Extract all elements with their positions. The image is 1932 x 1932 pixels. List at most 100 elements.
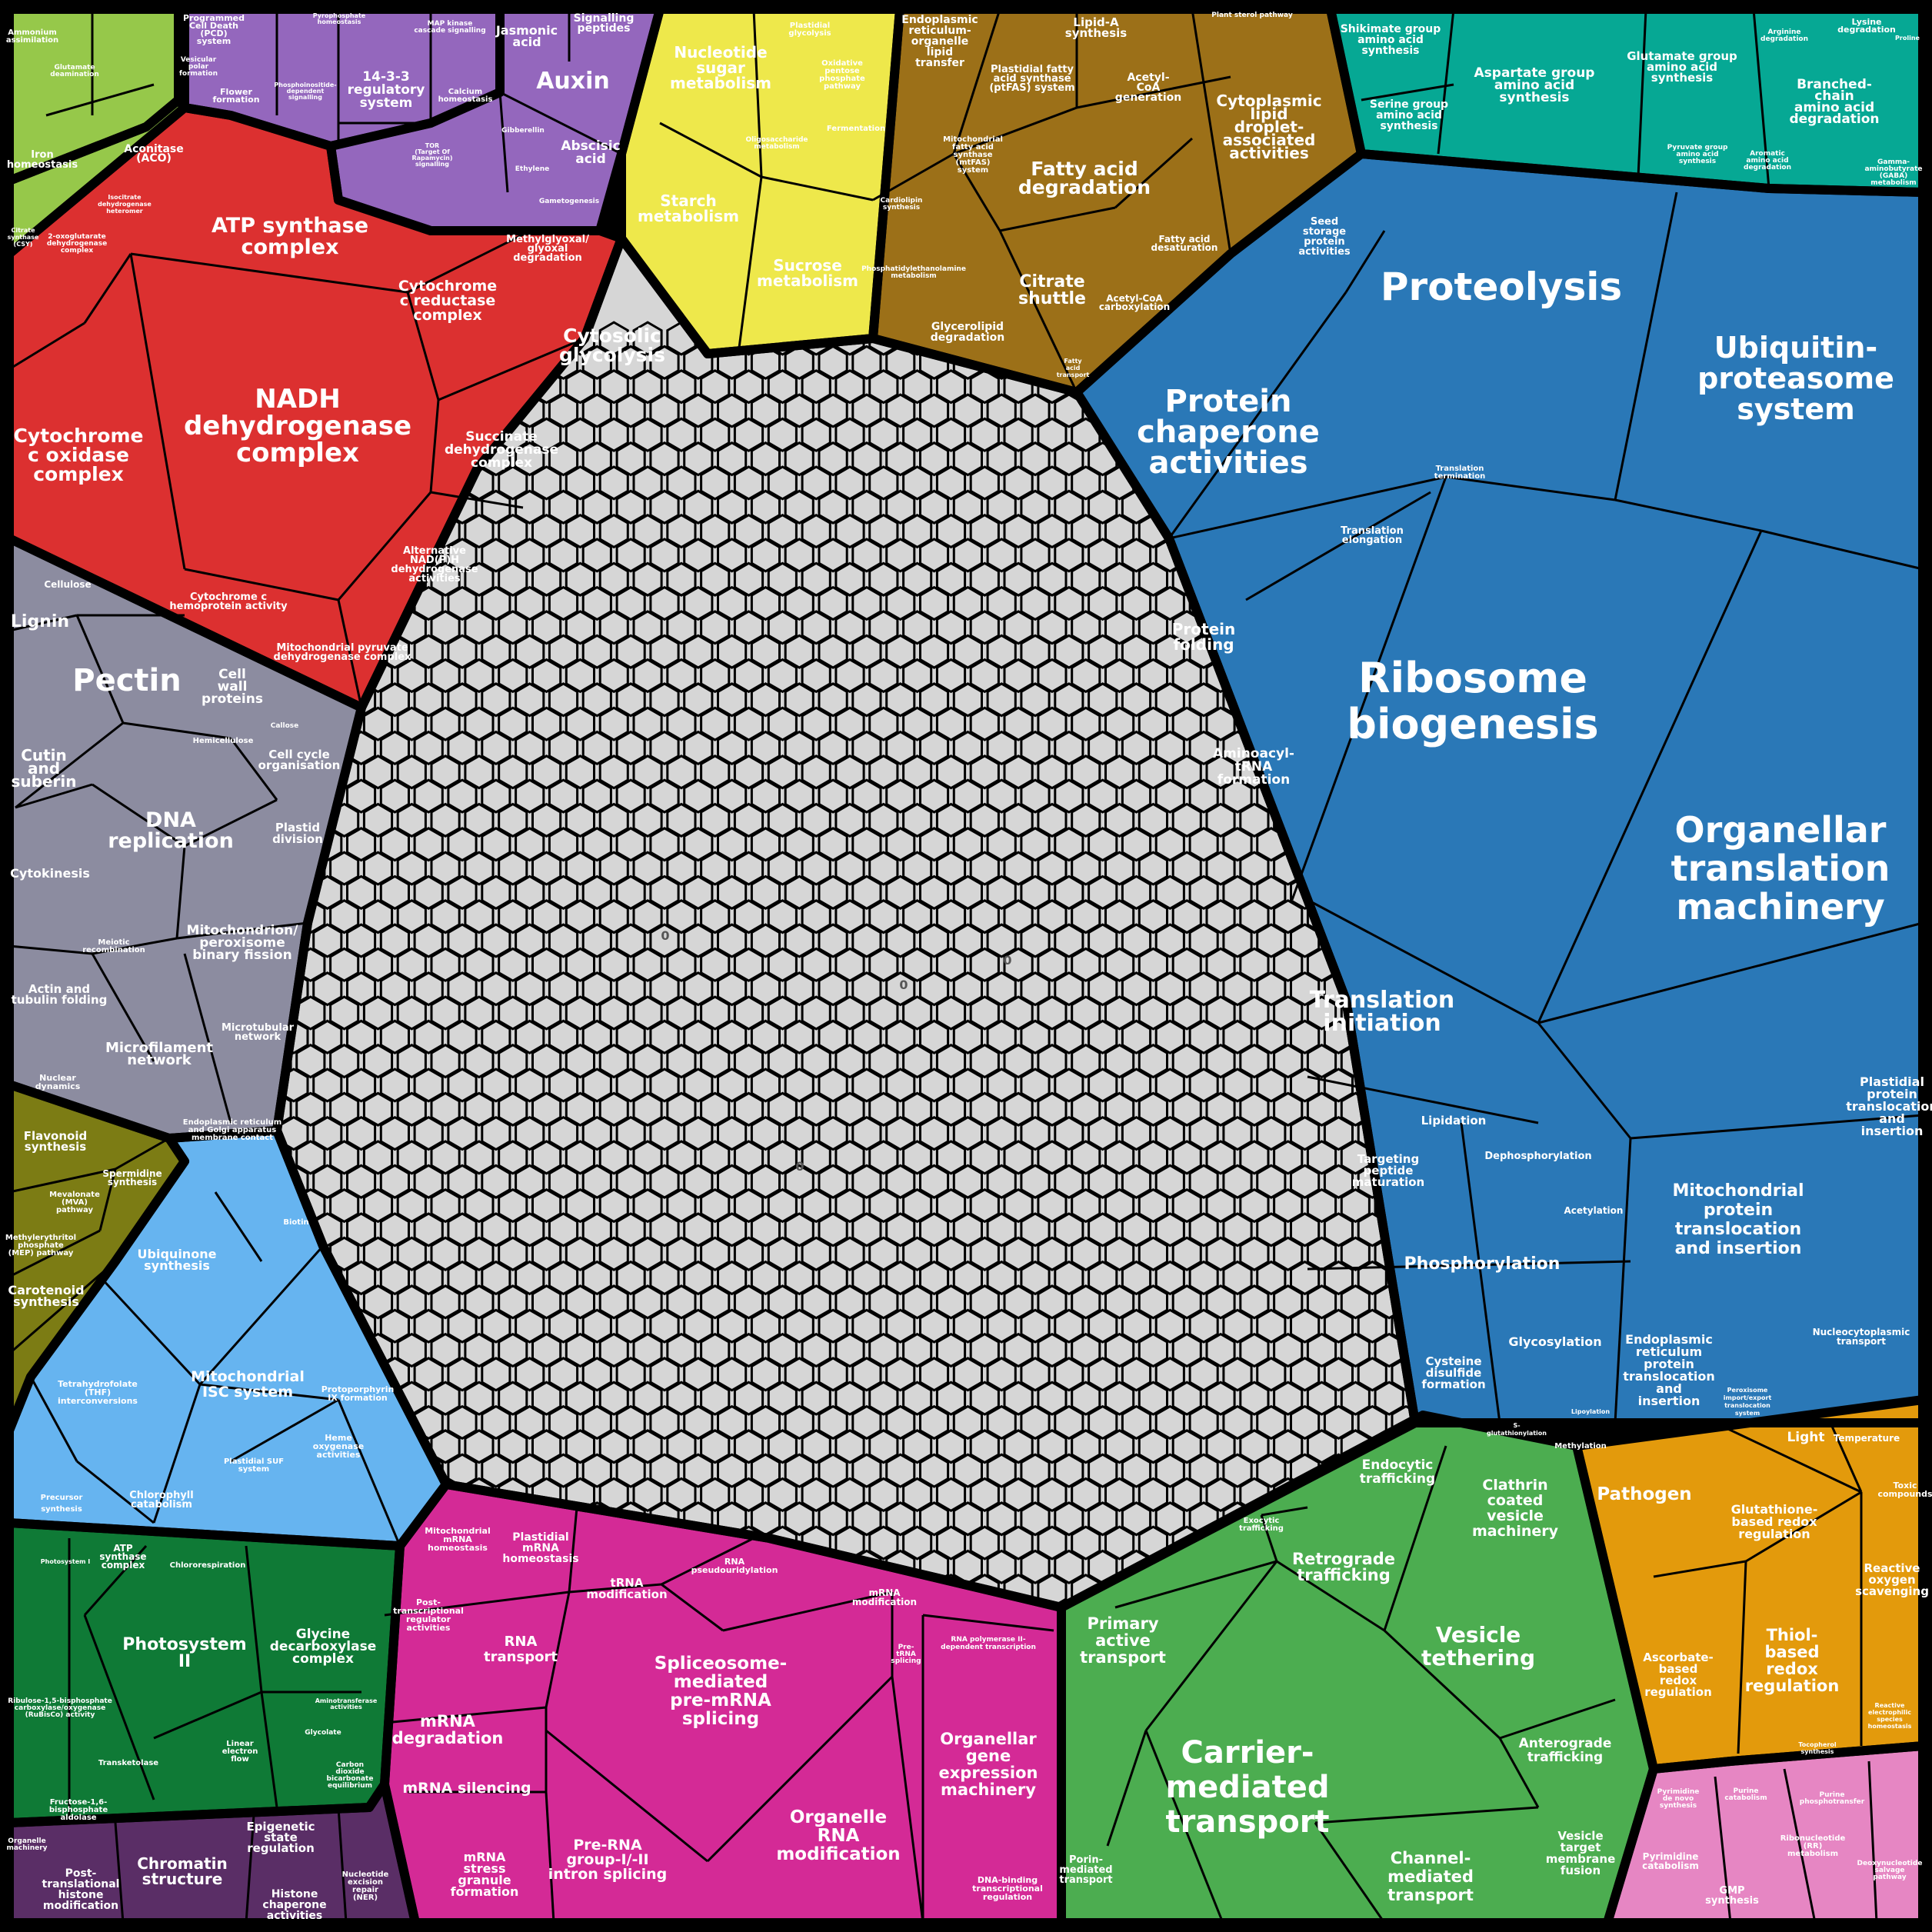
unassigned-protein-cell bbox=[1054, 585, 1084, 621]
unassigned-protein-cell bbox=[464, 1236, 495, 1271]
unassigned-protein-cell bbox=[868, 417, 899, 452]
unassigned-protein-cell bbox=[1020, 1308, 1051, 1344]
category-label: Cytosolic bbox=[563, 325, 661, 347]
category-label: Gibberellin bbox=[501, 127, 545, 135]
unassigned-protein-cell bbox=[1290, 1212, 1321, 1247]
unassigned-protein-cell bbox=[969, 1381, 1000, 1416]
unassigned-protein-cell bbox=[919, 971, 950, 1007]
unassigned-protein-cell bbox=[885, 874, 916, 911]
category-label: (CSY) bbox=[14, 241, 33, 248]
unassigned-protein-cell bbox=[1121, 778, 1152, 814]
unassigned-protein-cell bbox=[1037, 417, 1068, 452]
unassigned-protein-cell bbox=[935, 1140, 967, 1175]
unassigned-protein-cell bbox=[1138, 658, 1168, 694]
category-label: Peroxisome bbox=[1727, 1387, 1768, 1394]
unassigned-protein-cell bbox=[1071, 513, 1101, 549]
unassigned-protein-cell bbox=[548, 682, 579, 718]
unassigned-protein-cell bbox=[885, 778, 916, 814]
unassigned-protein-cell bbox=[919, 441, 950, 477]
category-label: Lignin bbox=[11, 612, 69, 631]
unassigned-protein-cell bbox=[581, 538, 612, 573]
unassigned-protein-cell bbox=[379, 1019, 410, 1054]
unassigned-protein-cell bbox=[649, 778, 680, 814]
unassigned-protein-cell bbox=[952, 730, 983, 766]
unassigned-protein-cell bbox=[531, 1332, 562, 1368]
subcategory-border bbox=[1314, 1806, 1539, 1824]
subcategory-border bbox=[1752, 8, 1770, 189]
unassigned-protein-cell bbox=[649, 1453, 680, 1488]
unassigned-protein-cell bbox=[632, 706, 663, 741]
unassigned-protein-cell bbox=[767, 1332, 798, 1368]
category-label: Pre- bbox=[898, 1644, 914, 1651]
unassigned-protein-cell bbox=[969, 899, 1000, 934]
unassigned-protein-cell bbox=[700, 658, 731, 694]
category-label: regulation bbox=[1644, 1685, 1712, 1699]
unassigned-protein-cell bbox=[1121, 971, 1152, 1007]
unassigned-protein-cell bbox=[784, 1501, 814, 1537]
unassigned-protein-cell bbox=[784, 1164, 814, 1199]
category-label: trafficking bbox=[1360, 1471, 1435, 1487]
unassigned-protein-cell bbox=[581, 1308, 612, 1344]
unassigned-protein-cell bbox=[801, 851, 831, 886]
unassigned-protein-cell bbox=[548, 827, 579, 862]
unassigned-protein-cell bbox=[615, 1115, 646, 1151]
unassigned-protein-cell bbox=[649, 1115, 680, 1151]
unassigned-protein-cell bbox=[581, 1212, 612, 1247]
unassigned-protein-cell bbox=[615, 1357, 646, 1392]
category-label: transfer bbox=[915, 57, 964, 69]
unassigned-protein-cell bbox=[935, 947, 967, 982]
unassigned-protein-cell bbox=[1256, 1212, 1287, 1247]
subcategory-border bbox=[1168, 475, 1447, 540]
unassigned-protein-cell bbox=[598, 995, 629, 1031]
unassigned-protein-cell bbox=[834, 1236, 865, 1271]
unassigned-protein-cell bbox=[1054, 1308, 1084, 1344]
subcategory-border bbox=[8, 944, 93, 955]
unassigned-protein-cell bbox=[666, 417, 697, 452]
category-label: regulator bbox=[406, 1614, 451, 1624]
unassigned-protein-cell bbox=[700, 1091, 731, 1127]
unassigned-protein-cell bbox=[1104, 1284, 1135, 1320]
unassigned-protein-cell bbox=[935, 1477, 967, 1513]
unassigned-protein-cell bbox=[1088, 1357, 1118, 1392]
unassigned-protein-cell bbox=[885, 1019, 916, 1054]
unassigned-protein-cell bbox=[767, 899, 798, 934]
unassigned-protein-cell bbox=[700, 1429, 731, 1464]
unassigned-protein-cell bbox=[885, 1357, 916, 1392]
unassigned-protein-cell bbox=[632, 1381, 663, 1416]
unassigned-protein-cell bbox=[1205, 995, 1236, 1031]
subcategory-border bbox=[1291, 476, 1447, 901]
unassigned-protein-cell bbox=[430, 1236, 461, 1271]
category-label: Shikimate group bbox=[1341, 23, 1441, 35]
category-label: dynamics bbox=[35, 1081, 81, 1091]
category-label: Actin and bbox=[28, 982, 90, 996]
category-label: Mitochondrial pyruvate bbox=[276, 642, 408, 654]
unassigned-protein-cell bbox=[1138, 851, 1168, 886]
category-label: synthesis bbox=[1705, 1895, 1759, 1907]
unassigned-protein-cell bbox=[362, 1188, 394, 1224]
hex-zero-label: 0 bbox=[1003, 953, 1011, 968]
category-label: activities bbox=[408, 573, 461, 585]
unassigned-protein-cell bbox=[1323, 1404, 1354, 1441]
unassigned-protein-cell bbox=[717, 393, 748, 428]
category-label: complex bbox=[292, 1651, 354, 1667]
category-label: Jasmonic bbox=[495, 23, 558, 38]
unassigned-protein-cell bbox=[969, 1091, 1000, 1127]
unassigned-protein-cell bbox=[717, 1260, 748, 1296]
unassigned-protein-cell bbox=[767, 610, 798, 645]
category-label: mRNA bbox=[522, 1542, 559, 1554]
unassigned-protein-cell bbox=[396, 1332, 427, 1368]
unassigned-protein-cell bbox=[1020, 634, 1051, 669]
unassigned-protein-cell bbox=[919, 538, 950, 573]
unassigned-protein-cell bbox=[464, 1284, 495, 1320]
unassigned-protein-cell bbox=[396, 1284, 427, 1320]
unassigned-protein-cell bbox=[666, 1284, 697, 1320]
unassigned-protein-cell bbox=[498, 995, 528, 1031]
unassigned-protein-cell bbox=[1020, 827, 1051, 862]
unassigned-protein-cell bbox=[632, 1043, 663, 1079]
unassigned-protein-cell bbox=[1071, 899, 1101, 934]
subcategory-border bbox=[199, 1383, 339, 1401]
unassigned-protein-cell bbox=[801, 706, 831, 741]
unassigned-protein-cell bbox=[581, 827, 612, 862]
unassigned-protein-cell bbox=[834, 610, 865, 645]
unassigned-protein-cell bbox=[717, 1308, 748, 1344]
